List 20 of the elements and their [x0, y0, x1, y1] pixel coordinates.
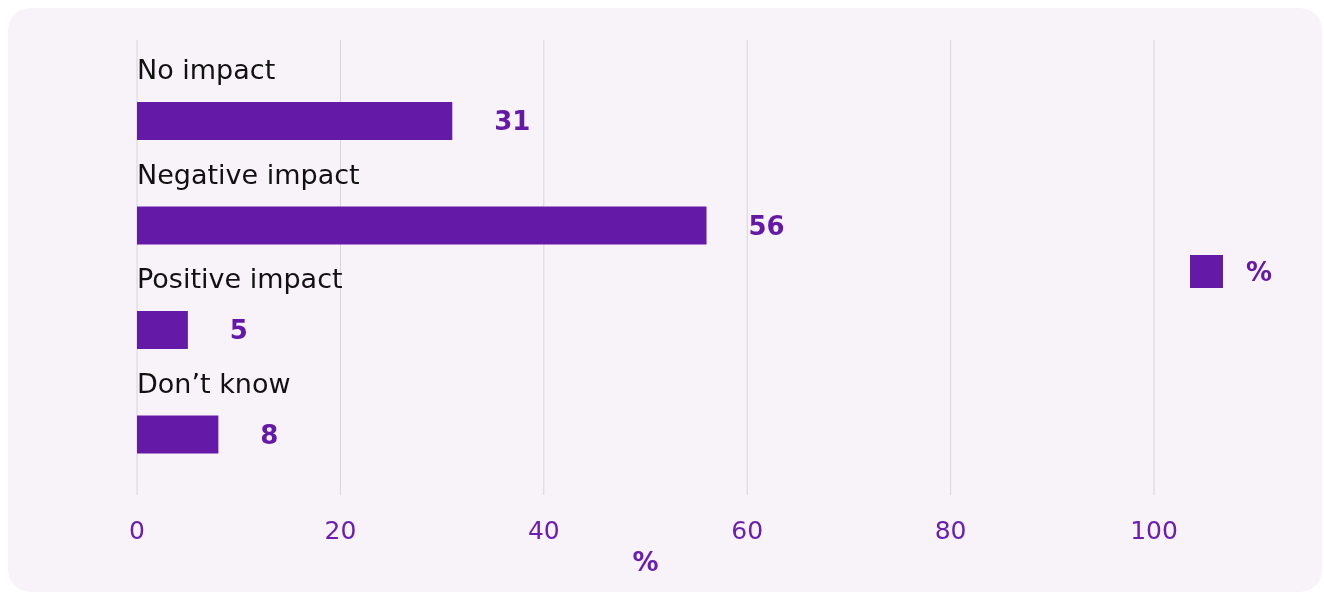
x-tick-label: 40 — [527, 515, 560, 545]
data-label: 31 — [494, 106, 531, 137]
bar — [137, 415, 219, 454]
y-tick-label: No impact — [137, 54, 276, 86]
x-tick-label: 80 — [934, 515, 967, 545]
x-tick-label: 100 — [1130, 515, 1178, 545]
data-label: 5 — [229, 315, 248, 346]
data-label: 56 — [748, 210, 785, 241]
y-tick-label: Positive impact — [137, 263, 343, 295]
bar — [137, 206, 707, 245]
x-tick-label: 20 — [324, 515, 357, 545]
y-tick-label: Don’t know — [137, 367, 291, 399]
data-label: 8 — [260, 419, 279, 450]
legend-label: % — [1246, 257, 1273, 288]
x-tick-label: 0 — [129, 515, 145, 545]
x-tick-label: 60 — [731, 515, 764, 545]
y-tick-label: Negative impact — [137, 158, 360, 190]
x-axis-title: % — [632, 547, 659, 578]
bar — [137, 102, 453, 140]
bar — [137, 311, 188, 349]
